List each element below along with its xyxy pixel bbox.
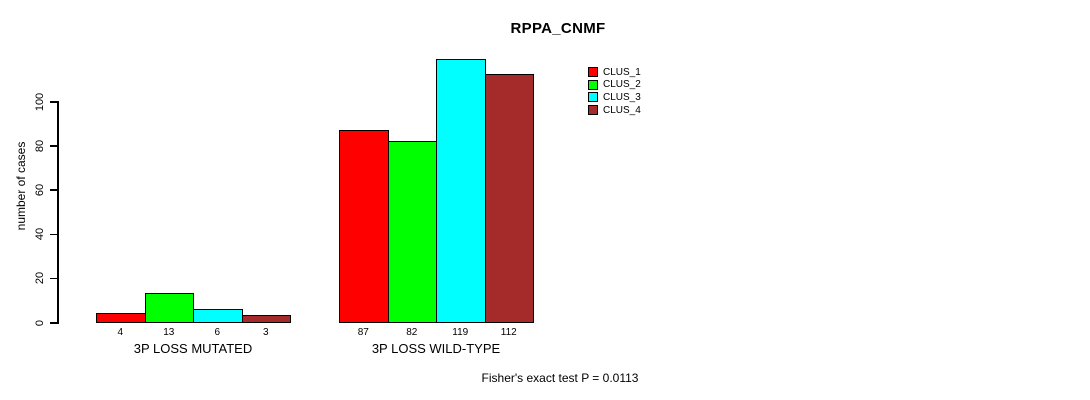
legend-item-label: CLUS_1 <box>603 66 641 78</box>
bar-clus_4 <box>241 315 291 324</box>
legend-item-clus_2: CLUS_2 <box>588 79 641 91</box>
bar-clus_2 <box>387 140 437 324</box>
bar-value-label: 87 <box>357 327 369 338</box>
legend-swatch-icon <box>588 92 598 103</box>
bar-clus_3 <box>436 59 486 324</box>
y-tick-mark <box>50 233 57 236</box>
y-tick-mark <box>50 189 57 191</box>
legend-item-clus_3: CLUS_3 <box>588 91 641 103</box>
bar-value-label: 4 <box>117 327 124 338</box>
legend-swatch-icon <box>588 79 598 90</box>
y-tick-mark <box>50 101 57 103</box>
chart-title: RPPA_CNMF <box>510 20 606 37</box>
bar-value-label: 112 <box>500 327 517 338</box>
legend-swatch-icon <box>588 67 598 77</box>
bar-clus_1 <box>339 129 389 324</box>
bar-value-label: 13 <box>163 327 175 338</box>
group-label: 3P LOSS MUTATED <box>133 341 253 356</box>
y-tick-mark <box>50 322 57 324</box>
y-axis-line <box>57 101 59 324</box>
y-tick-label: 80 <box>34 139 46 152</box>
group-label: 3P LOSS WILD-TYPE <box>371 341 501 356</box>
legend-item-label: CLUS_4 <box>603 104 641 116</box>
y-tick-label: 0 <box>34 319 46 326</box>
bar-clus_1 <box>96 313 146 324</box>
bar-clus_2 <box>144 293 194 324</box>
y-tick-mark <box>50 277 57 280</box>
legend-swatch-icon <box>588 105 598 116</box>
bar-value-label: 82 <box>406 327 418 338</box>
bar-clus_4 <box>484 74 534 324</box>
y-tick-label: 100 <box>34 92 46 111</box>
y-tick-mark <box>50 145 57 147</box>
bar-value-label: 3 <box>262 327 269 338</box>
annotation-text: Fisher's exact test P = 0.0113 <box>481 371 639 385</box>
bar-clus_3 <box>193 308 243 324</box>
y-tick-label: 40 <box>34 227 46 241</box>
y-tick-label: 20 <box>34 272 46 285</box>
y-tick-label: 60 <box>34 183 46 197</box>
legend-item-clus_4: CLUS_4 <box>588 104 641 116</box>
bar-value-label: 119 <box>452 327 469 338</box>
bar-value-label: 6 <box>214 327 221 338</box>
legend-item-label: CLUS_2 <box>603 79 641 91</box>
legend-item-label: CLUS_3 <box>603 91 641 103</box>
y-axis-label: number of cases <box>14 141 28 231</box>
legend-item-clus_1: CLUS_1 <box>588 66 641 78</box>
